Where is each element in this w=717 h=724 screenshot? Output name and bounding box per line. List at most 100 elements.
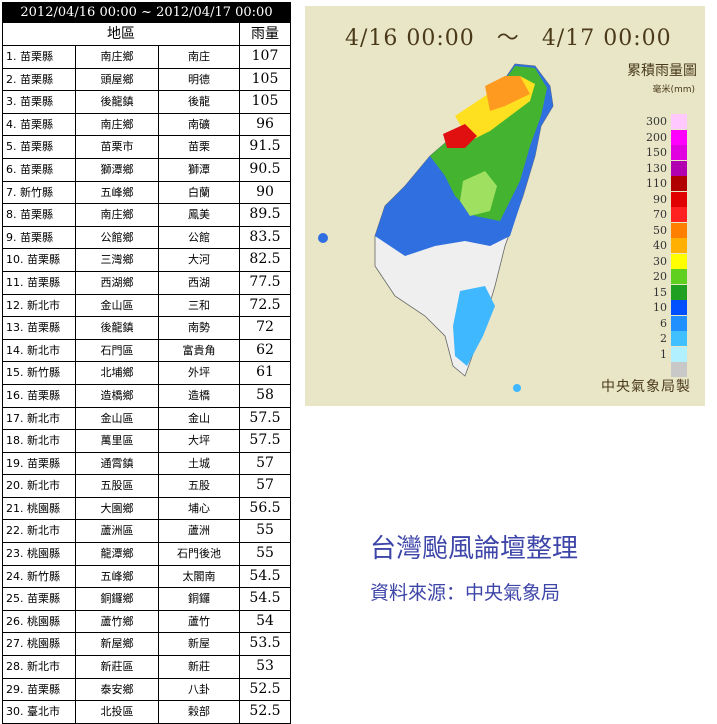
rank-county-cell: 29. 苗栗縣 [3, 678, 76, 701]
table-row: 7. 新竹縣 五峰鄉 白蘭 90 [3, 181, 290, 205]
scale-label: 150 [646, 146, 667, 160]
rainfall-cell: 53.5 [249, 635, 281, 652]
table-row: 29. 苗栗縣 泰安鄉 八卦 52.5 [3, 678, 290, 702]
table-row: 22. 新北市 蘆洲區 蘆洲 55 [3, 520, 290, 544]
rainfall-cell: 62 [256, 341, 274, 358]
rank-county-cell: 1. 苗栗縣 [3, 46, 76, 68]
station-cell: 三和 [159, 294, 240, 317]
township-cell: 三灣鄉 [76, 249, 159, 271]
station-cell: 蘆竹 [159, 610, 240, 633]
rainfall-cell: 54.5 [249, 567, 281, 584]
color-scale: 300 200 150 130 110 90 70 50 40 30 20 15 10 6 2 1 [635, 114, 695, 378]
scale-entry [635, 362, 695, 378]
table-row: 15. 新竹縣 北埔鄉 外坪 61 [3, 362, 290, 385]
rank-county-cell: 8. 苗栗縣 [3, 204, 76, 226]
scale-label: 110 [646, 177, 667, 191]
station-cell: 鳳美 [159, 204, 240, 226]
table-row: 28. 新北市 新莊區 新莊 53 [3, 656, 290, 679]
forum-caption: 台灣颱風論壇整理 [370, 534, 579, 564]
rainfall-cell: 90 [256, 183, 274, 200]
station-cell: 南庄 [159, 46, 240, 68]
penghu-islands [318, 233, 328, 243]
scale-entry: 110 [635, 176, 695, 192]
table-row: 12. 新北市 金山區 三和 72.5 [3, 294, 290, 318]
station-cell: 富貴角 [159, 339, 240, 362]
rank-county-cell: 7. 新竹縣 [3, 181, 76, 204]
township-cell: 苗栗市 [76, 136, 159, 158]
township-cell: 後龍鎮 [76, 91, 159, 113]
title-start-time: 4/16 00:00 [345, 26, 475, 51]
station-cell: 五股 [159, 475, 240, 497]
rainfall-cell: 57 [256, 477, 274, 494]
rank-county-cell: 23. 桃園縣 [3, 543, 76, 565]
station-cell: 新屋 [159, 633, 240, 656]
scale-entry: 20 [635, 269, 695, 285]
rainfall-cell: 57.5 [249, 432, 281, 449]
table-body: 1. 苗栗縣 南庄鄉 南庄 107 2. 苗栗縣 頭屋鄉 明德 105 3. 苗栗縣 後龍鎮 後龍 1… [3, 46, 290, 723]
station-cell: 西湖 [159, 271, 240, 294]
table-row: 23. 桃園縣 龍潭鄉 石門後池 55 [3, 543, 290, 566]
scale-swatch [671, 222, 687, 238]
rainfall-cell: 54.5 [249, 590, 281, 607]
station-cell: 大河 [159, 249, 240, 271]
rainfall-cell: 52.5 [249, 680, 281, 697]
rank-county-cell: 11. 苗栗縣 [3, 271, 76, 294]
table-row: 19. 苗栗縣 通霄鎮 土城 57 [3, 452, 290, 476]
township-cell: 西湖鄉 [76, 271, 159, 294]
station-cell: 新莊 [159, 656, 240, 678]
rain-orange-zone [485, 76, 530, 111]
scale-swatch [671, 129, 687, 145]
rank-county-cell: 26. 桃園縣 [3, 610, 76, 633]
rainfall-cell: 90.5 [249, 160, 281, 177]
scale-swatch [671, 300, 687, 316]
scale-swatch [671, 269, 687, 285]
scale-swatch [671, 238, 687, 254]
scale-entry: 150 [635, 145, 695, 161]
township-cell: 北埔鄉 [76, 362, 159, 384]
table-row: 10. 苗栗縣 三灣鄉 大河 82.5 [3, 249, 290, 272]
rank-county-cell: 10. 苗栗縣 [3, 249, 76, 271]
scale-swatch [671, 207, 687, 223]
scale-swatch [671, 346, 687, 362]
station-cell: 造橋 [159, 384, 240, 407]
scale-label: 90 [653, 192, 667, 206]
rainfall-cell: 82.5 [249, 251, 281, 268]
station-cell: 銅鑼 [159, 588, 240, 610]
table-row: 9. 苗栗縣 公館鄉 公館 83.5 [3, 226, 290, 250]
table-row: 5. 苗栗縣 苗栗市 苗栗 91.5 [3, 136, 290, 159]
scale-swatch [671, 284, 687, 300]
scale-label: 70 [653, 208, 667, 222]
station-cell: 大坪 [159, 430, 240, 452]
scale-entry: 90 [635, 191, 695, 208]
table-row: 4. 苗栗縣 南庄鄉 南礦 96 [3, 113, 290, 137]
table-row: 11. 苗栗縣 西湖鄉 西湖 77.5 [3, 271, 290, 295]
scale-label: 50 [653, 223, 667, 237]
rainfall-cell: 57 [256, 454, 274, 471]
township-cell: 南庄鄉 [76, 204, 159, 226]
scale-entry: 1 [635, 346, 695, 363]
station-cell: 明德 [159, 68, 240, 91]
rank-county-cell: 15. 新竹縣 [3, 362, 76, 384]
rainfall-map: 4/16 00:00 ～ 4/17 00:00 累積雨量圖 毫米(mm) 300… [305, 6, 705, 406]
station-cell: 南勢 [159, 317, 240, 339]
rainfall-cell: 53 [256, 658, 274, 675]
township-cell: 新屋鄉 [76, 633, 159, 656]
map-credit: 中央氣象局製 [601, 379, 691, 395]
rain-lightgreen-zone [460, 171, 497, 216]
station-cell: 石門後池 [159, 543, 240, 565]
station-cell: 榖部 [159, 701, 240, 723]
township-cell: 五峰鄉 [76, 565, 159, 588]
township-cell: 五峰鄉 [76, 181, 159, 204]
rank-county-cell: 3. 苗栗縣 [3, 91, 76, 113]
township-cell: 造橋鄉 [76, 384, 159, 407]
rank-county-cell: 14. 新北市 [3, 339, 76, 362]
township-cell: 北投區 [76, 701, 159, 723]
rank-county-cell: 20. 新北市 [3, 475, 76, 497]
station-cell: 蘆洲 [159, 520, 240, 543]
scale-swatch [671, 145, 687, 161]
table-row: 20. 新北市 五股區 五股 57 [3, 475, 290, 498]
rainfall-cell: 56.5 [249, 499, 281, 516]
taiwan-map-graphic [318, 63, 554, 392]
rainfall-table: 2012/04/16 00:00 ~ 2012/04/17 00:00 地區 雨… [2, 2, 291, 724]
scale-swatch [671, 362, 687, 378]
